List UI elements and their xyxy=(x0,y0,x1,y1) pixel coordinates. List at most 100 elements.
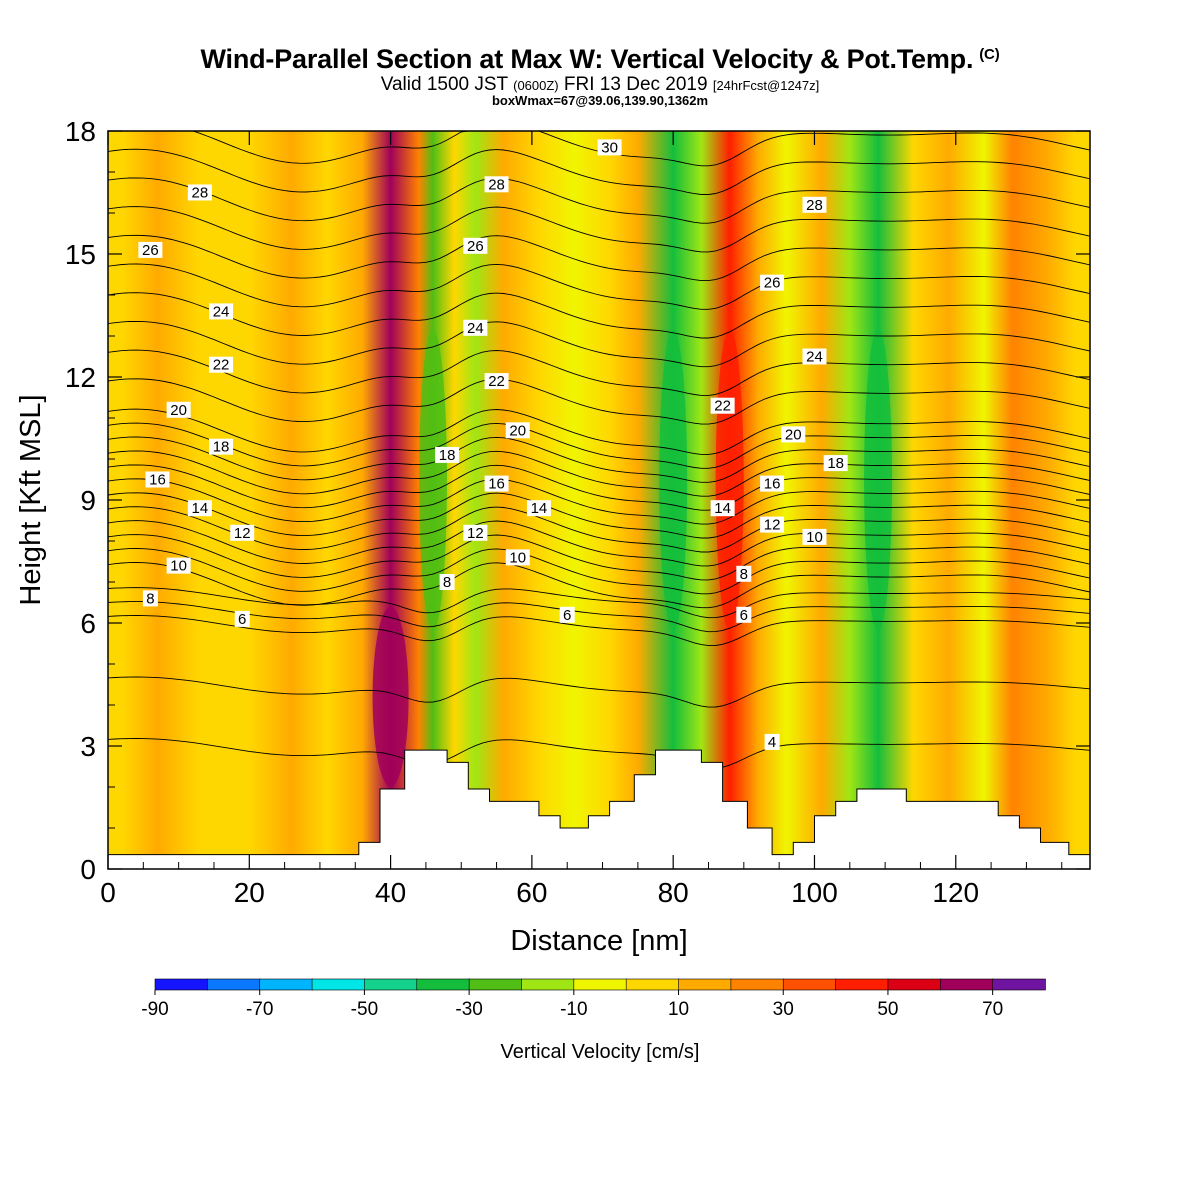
colorbar-swatch-7 xyxy=(521,978,575,991)
theta-label-34: 10 xyxy=(806,529,823,546)
theta-label-14: 26 xyxy=(467,238,484,255)
colorbar-swatch-0 xyxy=(154,978,209,991)
colorbar-swatch-1 xyxy=(207,978,261,991)
y-axis-label: Height [Kft MSL] xyxy=(15,394,47,605)
colorbar-swatch-16 xyxy=(992,978,1046,991)
colorbar-swatch-4 xyxy=(364,978,418,991)
theta-label-bg-6 xyxy=(145,471,170,488)
theta-label-4: 20 xyxy=(170,402,187,419)
theta-contour-19 xyxy=(108,422,1090,469)
theta-label-bg-33 xyxy=(760,516,785,533)
theta-label-bg-30 xyxy=(823,455,848,472)
theta-contour-23 xyxy=(108,320,1090,368)
theta-contour-6 xyxy=(108,615,1090,647)
colorbar-swatch-9 xyxy=(625,978,680,991)
theta-label-20: 14 xyxy=(531,500,548,517)
valid-prefix: Valid 1500 JST xyxy=(380,74,508,95)
theta-label-33: 12 xyxy=(764,517,781,534)
theta-contour-24 xyxy=(108,292,1090,339)
theta-label-bg-4 xyxy=(166,401,191,418)
y-tick-label-4: 12 xyxy=(65,362,96,393)
theta-label-32: 14 xyxy=(714,500,731,517)
theta-label-36: 6 xyxy=(740,607,748,624)
theta-label-3: 22 xyxy=(213,357,230,374)
w-core-7 xyxy=(372,606,409,787)
theta-label-bg-24 xyxy=(559,606,575,623)
theta-label-bg-23 xyxy=(439,574,455,590)
theta-label-7: 14 xyxy=(191,500,208,517)
valid-time-line: Valid 1500 JST (0600Z) FRI 13 Dec 2019 [… xyxy=(0,74,1200,96)
theta-label-1: 26 xyxy=(142,242,159,259)
theta-label-bg-15 xyxy=(463,319,488,336)
theta-label-bg-28 xyxy=(710,397,735,414)
theta-label-bg-3 xyxy=(209,356,234,373)
y-tick-label-1: 3 xyxy=(80,731,96,762)
vertical-velocity-field xyxy=(108,131,1090,869)
colorbar-swatch-14 xyxy=(887,978,942,991)
theta-label-8: 12 xyxy=(234,525,251,542)
chart-title-unit: (C) xyxy=(979,46,1000,63)
theta-label-16: 22 xyxy=(488,373,505,390)
theta-label-27: 24 xyxy=(806,349,823,366)
theta-label-bg-25 xyxy=(802,196,827,213)
theta-label-2: 24 xyxy=(213,303,230,320)
theta-contour-20 xyxy=(108,408,1090,455)
theta-label-bg-35 xyxy=(736,565,752,582)
colorbar: -90 -70 -50 -30 -10 10 30 50 70 xyxy=(141,978,1046,1020)
x-tick-label-4: 80 xyxy=(658,877,689,908)
x-tick-label-3: 60 xyxy=(516,877,547,908)
theta-label-29: 20 xyxy=(785,426,802,443)
theta-label-bg-13 xyxy=(484,176,509,193)
theta-contour-25 xyxy=(108,263,1090,310)
theta-label-bg-1 xyxy=(138,241,163,258)
theta-label-bg-5 xyxy=(209,438,234,455)
theta-contour-5 xyxy=(108,676,1090,708)
theta-contour-15 xyxy=(108,478,1090,525)
theta-contour-13 xyxy=(108,506,1090,553)
y-tick-label-2: 6 xyxy=(80,608,96,639)
theta-contour-9 xyxy=(108,562,1090,609)
valid-date: FRI 13 Dec 2019 xyxy=(563,74,708,95)
theta-contour-22 xyxy=(108,349,1090,396)
chart-title: Wind-Parallel Section at Max W: Vertical… xyxy=(0,44,1200,75)
colorbar-tick-label-4: -10 xyxy=(560,999,587,1020)
theta-label-25: 28 xyxy=(806,197,823,214)
colorbar-swatch-5 xyxy=(416,978,470,991)
theta-label-bg-31 xyxy=(760,475,785,492)
theta-label-30: 18 xyxy=(827,455,844,472)
theta-label-bg-36 xyxy=(736,606,752,623)
theta-label-bg-14 xyxy=(463,237,488,254)
theta-contour-8 xyxy=(108,587,1090,619)
theta-contour-21 xyxy=(108,378,1090,425)
x-axis-label: Distance [nm] xyxy=(510,925,687,957)
theta-label-bg-9 xyxy=(166,557,191,574)
theta-contour-26 xyxy=(108,234,1090,282)
colorbar-swatch-10 xyxy=(678,978,732,991)
colorbar-tick-label-2: -50 xyxy=(351,999,378,1020)
y-tick-label-3: 9 xyxy=(80,485,96,516)
colorbar-tick-label-6: 30 xyxy=(773,999,794,1020)
theta-label-19: 16 xyxy=(488,476,505,493)
theta-contour-27 xyxy=(108,206,1090,253)
theta-label-bg-17 xyxy=(505,422,530,439)
theta-label-10: 8 xyxy=(146,590,154,607)
theta-contour-28 xyxy=(108,177,1090,224)
y-axis: 0 3 6 9 12 15 18 xyxy=(65,116,1090,885)
forecast-info: [24hrFcst@1247z] xyxy=(712,78,820,93)
colorbar-tick-label-0: -90 xyxy=(141,999,168,1020)
valid-zulu: (0600Z) xyxy=(513,78,559,93)
theta-contour-7 xyxy=(108,601,1090,633)
colorbar-tick-label-8: 70 xyxy=(982,999,1003,1020)
x-axis: 0 20 40 60 80 100 120 xyxy=(100,131,1063,908)
theta-label-bg-29 xyxy=(781,426,806,443)
theta-label-22: 10 xyxy=(509,549,526,566)
box-wmax-info: boxWmax=67@39.06,139.90,1362m xyxy=(491,93,709,108)
w-core-9 xyxy=(418,329,447,630)
theta-contour-14 xyxy=(108,492,1090,539)
theta-label-0: 28 xyxy=(191,185,208,202)
theta-label-bg-10 xyxy=(142,590,158,607)
theta-label-13: 28 xyxy=(488,176,505,193)
theta-label-bg-0 xyxy=(187,184,212,201)
theta-contour-12 xyxy=(108,520,1090,567)
